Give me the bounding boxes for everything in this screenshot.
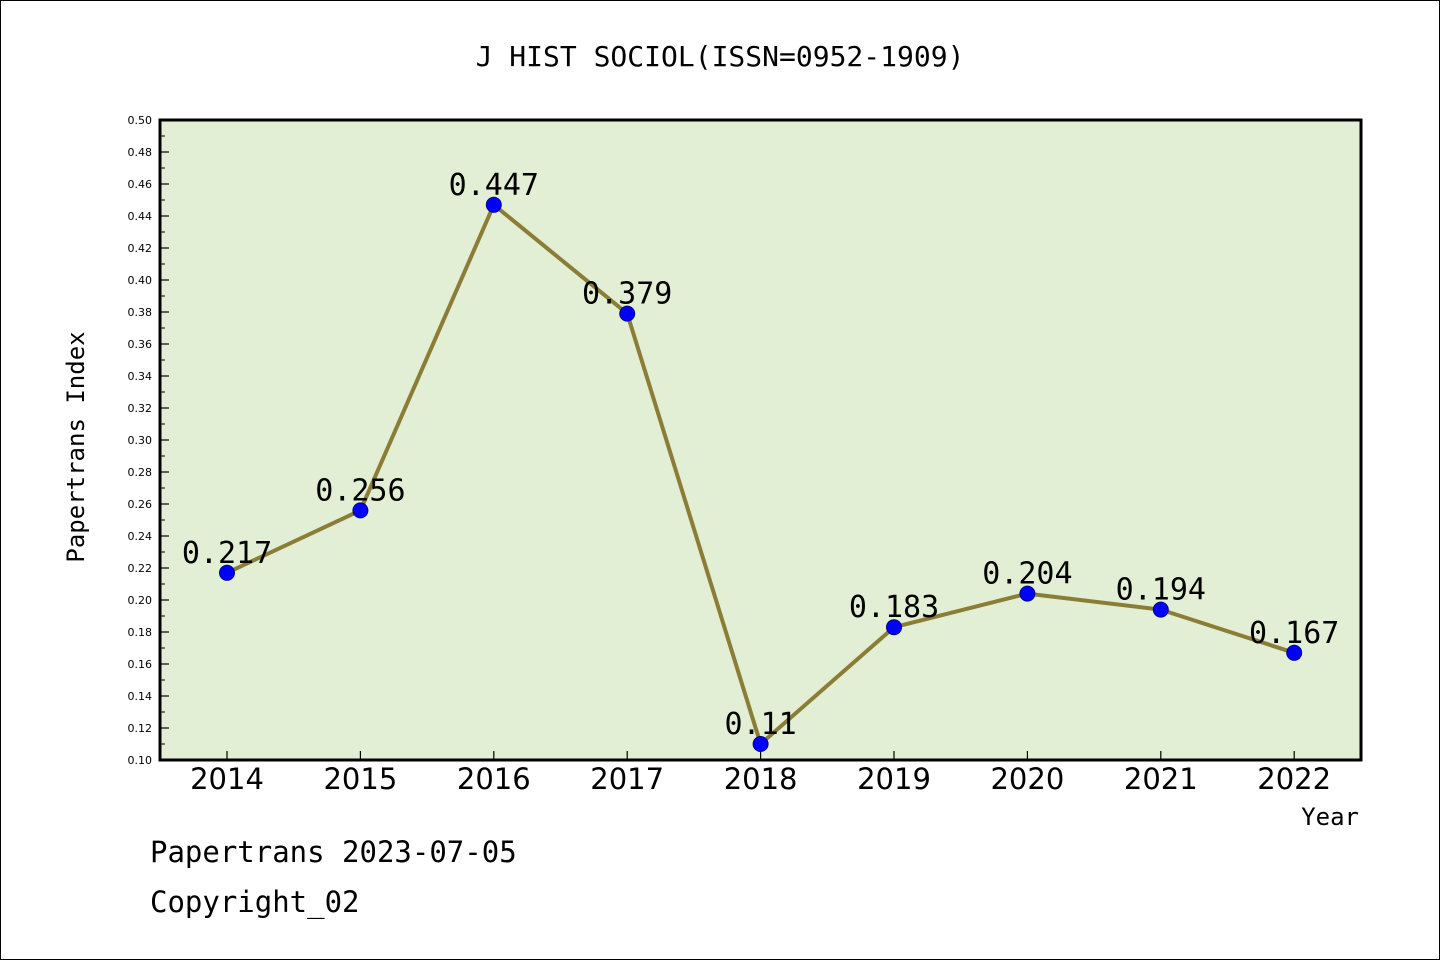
y-tick-label: 0.38 xyxy=(128,306,153,319)
x-tick-label: 2015 xyxy=(323,762,397,796)
data-point xyxy=(1152,601,1169,618)
y-tick-label: 0.34 xyxy=(128,370,153,383)
chart-title: J HIST SOCIOL(ISSN=0952-1909) xyxy=(476,40,965,73)
y-tick-label: 0.30 xyxy=(128,434,153,447)
y-tick-label: 0.42 xyxy=(128,242,153,255)
y-tick-label: 0.16 xyxy=(128,658,153,671)
x-tick-label: 2020 xyxy=(990,762,1064,796)
x-tick-label: 2016 xyxy=(457,762,531,796)
data-point xyxy=(752,736,769,752)
x-axis: 2014 2015 2016 2017 2018 2019 2020 2021 2022 xyxy=(190,751,1331,796)
data-point xyxy=(219,564,235,581)
x-tick-label: 2017 xyxy=(590,762,664,796)
y-axis: 0.10 0.12 0.14 0.16 0.18 0.20 0.22 0.24 0.26 0.28… xyxy=(128,114,169,767)
y-tick-label: 0.44 xyxy=(128,210,153,223)
y-tick-label: 0.48 xyxy=(128,146,153,159)
y-tick-label: 0.14 xyxy=(128,690,153,703)
data-point xyxy=(485,196,502,213)
data-point xyxy=(619,305,636,322)
x-axis-label: Year xyxy=(1301,803,1359,831)
y-axis-label: Papertrans Index xyxy=(62,331,90,562)
y-tick-label: 0.50 xyxy=(128,114,153,127)
y-tick-label: 0.10 xyxy=(128,754,153,767)
x-tick-label: 2019 xyxy=(857,762,931,796)
data-point xyxy=(886,619,902,636)
y-tick-label: 0.46 xyxy=(128,178,153,191)
plot-area xyxy=(158,118,1363,762)
data-point xyxy=(1286,644,1303,661)
data-point xyxy=(1019,585,1036,602)
y-tick-label: 0.24 xyxy=(128,530,153,543)
y-tick-label: 0.22 xyxy=(128,562,153,575)
x-tick-label: 2014 xyxy=(190,762,264,796)
y-tick-label: 0.32 xyxy=(128,402,153,415)
y-tick-label: 0.12 xyxy=(128,722,153,735)
x-tick-label: 2018 xyxy=(724,762,798,796)
x-tick-label: 2021 xyxy=(1124,762,1198,796)
footer-copyright: Copyright_02 xyxy=(150,885,360,919)
footer-date: Papertrans 2023-07-05 xyxy=(150,835,517,869)
y-tick-label: 0.20 xyxy=(128,594,153,607)
x-tick-label: 2022 xyxy=(1257,762,1331,796)
y-tick-label: 0.40 xyxy=(128,274,153,287)
y-tick-label: 0.36 xyxy=(128,338,153,351)
y-tick-label: 0.18 xyxy=(128,626,153,639)
data-point xyxy=(352,502,369,519)
y-tick-label: 0.26 xyxy=(128,498,153,511)
y-tick-label: 0.28 xyxy=(128,466,153,479)
